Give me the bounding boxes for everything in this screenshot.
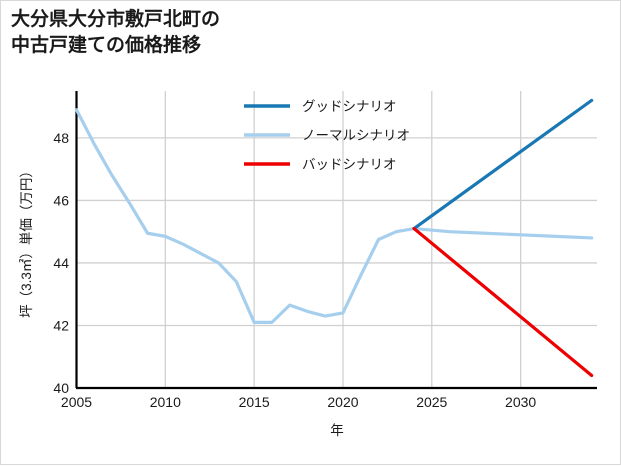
chart-title: 大分県大分市敷戸北町の 中古戸建ての価格推移 [11, 9, 221, 56]
x-tick-label: 2010 [150, 394, 181, 410]
y-tick-label: 44 [53, 255, 69, 271]
gridlines [75, 91, 597, 389]
x-tick-label: 2005 [61, 394, 92, 410]
data-series-group [74, 98, 594, 378]
x-tick-label: 2020 [327, 394, 358, 410]
y-axis-label: 坪（3.3㎡）単価（万円） [19, 164, 34, 318]
axis-lines [75, 91, 597, 390]
y-tick-label: 46 [53, 192, 69, 208]
legend-label-0: グッドシナリオ [302, 99, 397, 114]
legend-label-1: ノーマルシナリオ [302, 128, 410, 143]
y-tick-label: 48 [53, 130, 69, 146]
series-line-バッドシナリオ [412, 226, 594, 378]
legend-label-2: バッドシナリオ [302, 157, 397, 172]
x-tick-label: 2025 [416, 394, 447, 410]
series-line-グッドシナリオ [412, 98, 594, 231]
y-tick-labels: 40 42 44 46 48 [53, 130, 69, 396]
x-tick-label: 2015 [239, 394, 270, 410]
series-line-ノーマルシナリオ [74, 108, 594, 324]
x-tick-label: 2030 [505, 394, 536, 410]
y-tick-label: 42 [53, 317, 69, 333]
x-axis-label: 年 [330, 423, 344, 438]
x-tick-labels: 2005 2010 2015 2020 2025 2030 [61, 394, 536, 410]
y-tick-label: 40 [53, 380, 69, 396]
